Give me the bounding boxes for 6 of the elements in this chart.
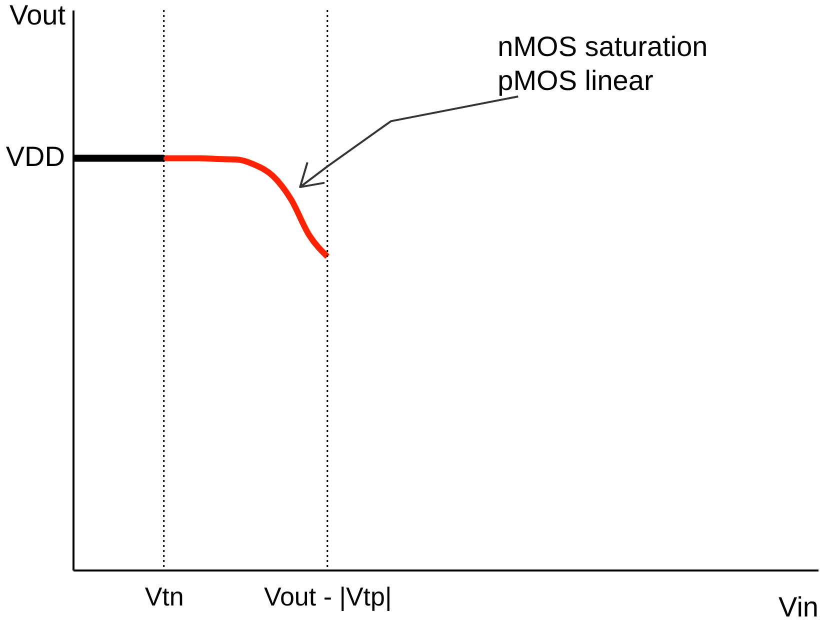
y-axis-title: Vout: [9, 0, 66, 30]
x-tick-label: Vout - |Vtp|: [264, 582, 392, 612]
x-tick-label: Vtn: [144, 582, 184, 612]
text: nMOS saturation pMOS linear: [498, 31, 708, 96]
text: VDD: [6, 141, 65, 172]
x-axis-title: Vin: [778, 592, 818, 622]
